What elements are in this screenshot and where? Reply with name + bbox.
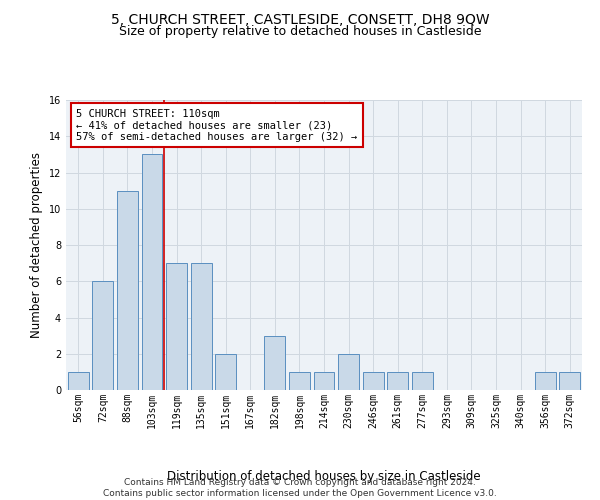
Bar xyxy=(387,372,408,390)
Bar xyxy=(362,372,383,390)
Bar xyxy=(68,372,89,390)
X-axis label: Distribution of detached houses by size in Castleside: Distribution of detached houses by size … xyxy=(167,470,481,482)
Bar xyxy=(92,281,113,390)
Bar xyxy=(289,372,310,390)
Bar xyxy=(338,354,359,390)
Bar xyxy=(166,263,187,390)
Text: 5, CHURCH STREET, CASTLESIDE, CONSETT, DH8 9QW: 5, CHURCH STREET, CASTLESIDE, CONSETT, D… xyxy=(110,12,490,26)
Bar xyxy=(191,263,212,390)
Bar xyxy=(412,372,433,390)
Text: Size of property relative to detached houses in Castleside: Size of property relative to detached ho… xyxy=(119,25,481,38)
Bar xyxy=(535,372,556,390)
Bar xyxy=(117,190,138,390)
Bar xyxy=(142,154,163,390)
Bar xyxy=(215,354,236,390)
Bar xyxy=(314,372,334,390)
Text: Contains HM Land Registry data © Crown copyright and database right 2024.
Contai: Contains HM Land Registry data © Crown c… xyxy=(103,478,497,498)
Text: 5 CHURCH STREET: 110sqm
← 41% of detached houses are smaller (23)
57% of semi-de: 5 CHURCH STREET: 110sqm ← 41% of detache… xyxy=(76,108,358,142)
Y-axis label: Number of detached properties: Number of detached properties xyxy=(30,152,43,338)
Bar xyxy=(559,372,580,390)
Bar xyxy=(265,336,286,390)
